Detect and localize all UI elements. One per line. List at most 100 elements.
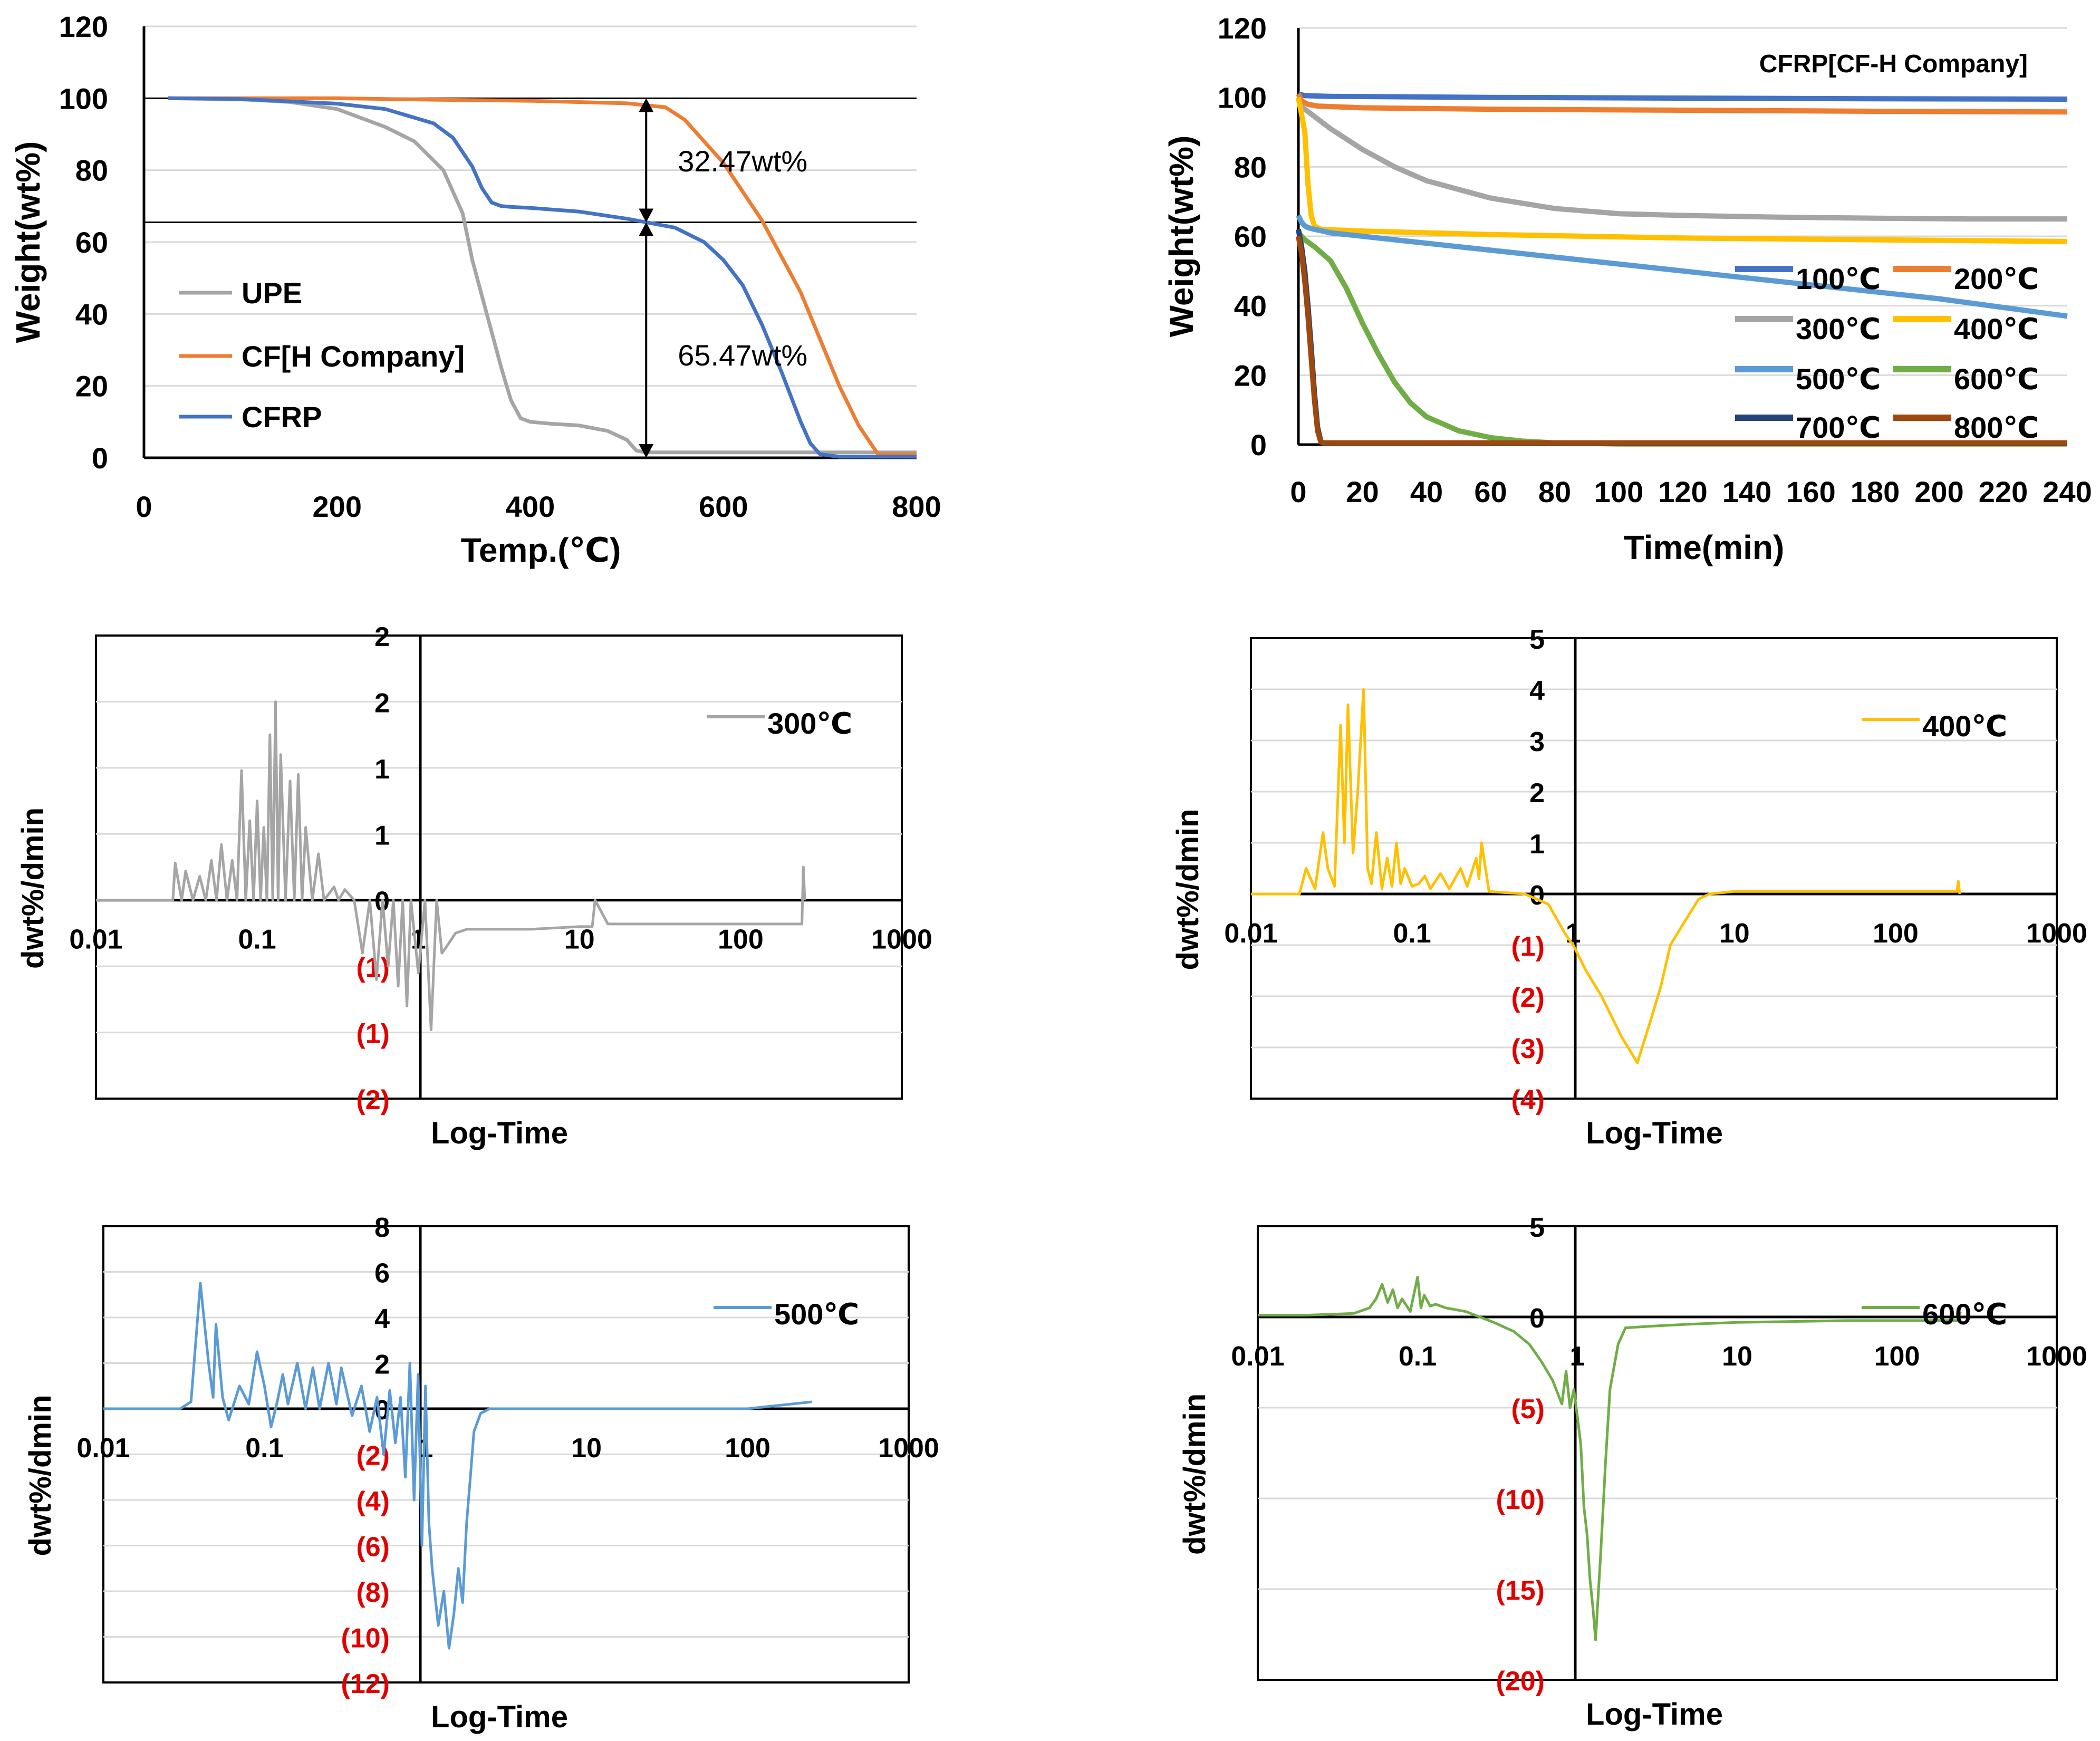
y-tick-label: 6 bbox=[374, 1258, 390, 1289]
legend-label: 500℃ bbox=[774, 1297, 859, 1331]
y-tick-label: 80 bbox=[75, 154, 108, 187]
y-tick-label: 120 bbox=[59, 10, 108, 43]
x-tick-label: 100 bbox=[725, 1433, 770, 1464]
legend-label: 600℃ bbox=[1922, 1297, 2007, 1331]
y-tick-label: (2) bbox=[356, 1085, 390, 1115]
chart-title: CFRP[CF-H Company] bbox=[1759, 50, 2028, 78]
x-axis-title: Temp.(℃) bbox=[461, 531, 621, 569]
plot-frame bbox=[1257, 1225, 2058, 1681]
annotation-label: 65.47wt% bbox=[678, 339, 807, 372]
series-line bbox=[168, 96, 917, 459]
plot-frame bbox=[95, 634, 903, 1100]
legend-label: 300℃ bbox=[1796, 312, 1881, 345]
y-tick-label: (10) bbox=[341, 1623, 390, 1654]
series-line bbox=[1296, 214, 2068, 319]
x-tick-label: 800 bbox=[892, 490, 941, 523]
y-tick-label: (20) bbox=[1496, 1666, 1545, 1697]
x-tick-label: 0.1 bbox=[1399, 1341, 1437, 1372]
y-tick-label: (15) bbox=[1496, 1575, 1545, 1606]
legend-label: 200℃ bbox=[1954, 262, 2039, 295]
y-tick-label: 2 bbox=[374, 1350, 390, 1380]
x-tick-label: 0 bbox=[1290, 475, 1306, 508]
y-tick-label: 0 bbox=[1529, 880, 1545, 911]
series-line bbox=[1296, 102, 2067, 222]
x-tick-label: 0.1 bbox=[1393, 918, 1431, 949]
y-tick-label: 4 bbox=[374, 1304, 390, 1334]
isothermal-chart: 0 20 40 60 80 100 120 0 20 40 60 80 100 120 140 160 180 2… bbox=[1162, 12, 2092, 566]
legend-label: UPE bbox=[242, 276, 302, 310]
y-tick-label: (10) bbox=[1496, 1485, 1545, 1515]
series-line bbox=[1296, 93, 2068, 115]
y-tick-label: 2 bbox=[374, 622, 390, 652]
x-axis-title: Log-Time bbox=[431, 1700, 568, 1734]
y-tick-label: 5 bbox=[1529, 624, 1545, 655]
x-tick-label: 100 bbox=[1874, 1341, 1920, 1372]
legend-label: 500℃ bbox=[1796, 362, 1881, 396]
x-tick-label: 0.01 bbox=[1224, 918, 1277, 949]
x-tick-label: 0.01 bbox=[76, 1433, 130, 1464]
series-line bbox=[1251, 688, 1961, 1064]
series-line bbox=[168, 96, 917, 455]
x-tick-label: 40 bbox=[1410, 475, 1443, 508]
y-tick-label: (3) bbox=[1511, 1034, 1545, 1064]
y-tick-label: (8) bbox=[356, 1578, 390, 1608]
x-tick-label: 200 bbox=[1914, 475, 1963, 508]
y-tick-label: 0 bbox=[1250, 428, 1267, 461]
y-tick-label: 1 bbox=[1529, 829, 1545, 860]
dtg-600-chart: (20) (15) (10) (5) 0 5 0.01 0.1 1 10 100 1000 600℃ Lo… bbox=[1178, 1213, 2087, 1732]
y-tick-label: 2 bbox=[1529, 778, 1545, 809]
x-tick-label: 180 bbox=[1851, 475, 1900, 508]
y-axis-title: Weight(wt%) bbox=[1162, 136, 1200, 338]
x-axis-title: Time(min) bbox=[1624, 528, 1785, 566]
y-axis-title: dwt%/dmin bbox=[23, 1394, 57, 1556]
y-axis-title: Weight(wt%) bbox=[9, 141, 47, 343]
y-tick-label: 2 bbox=[374, 688, 390, 718]
y-tick-label: (2) bbox=[1511, 983, 1545, 1013]
x-tick-label: 0.01 bbox=[69, 925, 122, 955]
x-axis-title: Log-Time bbox=[431, 1116, 568, 1150]
y-tick-label: 0 bbox=[92, 441, 108, 475]
y-axis-title: dwt%/dmin bbox=[1178, 1393, 1212, 1555]
plot-frame bbox=[1250, 637, 2058, 1100]
x-tick-label: 10 bbox=[571, 1433, 602, 1464]
x-tick-label: 100 bbox=[718, 925, 764, 955]
y-axis-title: dwt%/dmin bbox=[1171, 809, 1205, 970]
y-tick-label: 80 bbox=[1234, 150, 1267, 184]
x-tick-label: 1000 bbox=[2026, 1341, 2087, 1372]
x-tick-label: 1000 bbox=[878, 1433, 939, 1464]
y-tick-label: 40 bbox=[1234, 290, 1267, 323]
series-line bbox=[1296, 231, 2067, 447]
series-line bbox=[96, 700, 806, 1032]
y-tick-label: 4 bbox=[1529, 676, 1545, 706]
legend-label: 400℃ bbox=[1954, 312, 2039, 345]
y-tick-label: 8 bbox=[374, 1213, 390, 1243]
legend-label: 600℃ bbox=[1954, 362, 2039, 396]
x-tick-label: 60 bbox=[1474, 475, 1507, 508]
y-tick-label: 20 bbox=[75, 370, 108, 403]
x-tick-label: 160 bbox=[1786, 475, 1835, 508]
series-line bbox=[1296, 228, 2067, 446]
x-tick-label: 0.01 bbox=[1231, 1341, 1284, 1372]
y-tick-label: (1) bbox=[1511, 931, 1545, 962]
y-tick-label: (12) bbox=[341, 1669, 390, 1699]
y-tick-label: 3 bbox=[1529, 727, 1545, 757]
y-tick-label: 100 bbox=[59, 82, 108, 115]
x-tick-label: 10 bbox=[1719, 918, 1750, 949]
y-tick-label: (5) bbox=[1511, 1394, 1545, 1425]
y-tick-label: 1 bbox=[374, 820, 390, 851]
arrow-head bbox=[639, 208, 654, 223]
x-tick-label: 1 bbox=[1570, 1341, 1585, 1372]
x-tick-label: 0 bbox=[136, 490, 152, 523]
series-line bbox=[1258, 1275, 1962, 1641]
y-tick-label: 20 bbox=[1234, 359, 1267, 392]
legend-label: 800℃ bbox=[1954, 411, 2039, 444]
y-tick-label: 100 bbox=[1218, 81, 1267, 114]
x-tick-label: 200 bbox=[313, 490, 362, 523]
x-tick-label: 1000 bbox=[871, 925, 932, 955]
x-tick-label: 10 bbox=[564, 925, 595, 955]
x-tick-label: 0.1 bbox=[238, 925, 276, 955]
x-axis-title: Log-Time bbox=[1586, 1116, 1723, 1150]
y-tick-label: 5 bbox=[1529, 1213, 1545, 1243]
